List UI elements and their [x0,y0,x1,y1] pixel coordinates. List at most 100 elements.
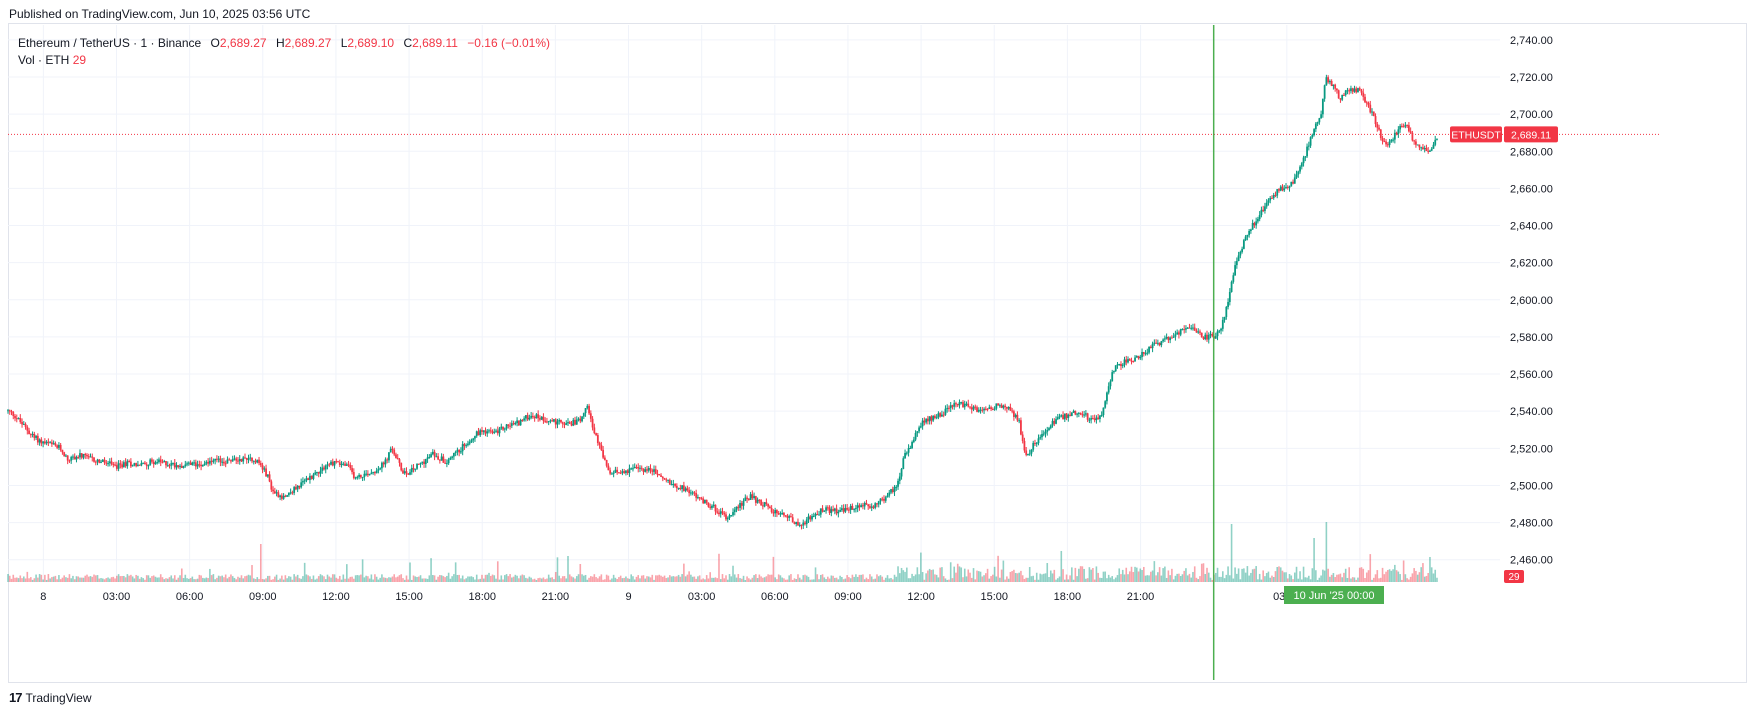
volume-bar [572,577,575,582]
candle-body [774,510,777,514]
candle-body [1121,364,1124,367]
candle-body [984,408,987,410]
candle-body [379,468,382,470]
volume-bar [556,557,559,582]
volume-bar [623,577,625,582]
candle-body [1411,132,1414,141]
volume-bar [130,574,132,582]
candle-body [1004,405,1007,408]
volume-bar [825,579,827,582]
volume-bar [874,578,877,582]
volume-bar [446,575,448,582]
volume-bar [1169,575,1171,582]
volume-bar [70,578,72,582]
volume-bar [323,576,325,582]
candle-body [133,463,136,466]
candle-body [296,485,299,490]
candle-body [1206,334,1208,340]
candle-body [1204,334,1207,340]
volume-bar [21,578,23,582]
volume-bar [999,577,1001,582]
volume-bar [1223,578,1226,582]
candle-body [381,462,383,469]
candle-body [1295,174,1298,178]
footer[interactable]: 17 TradingView [9,690,92,705]
candle-body [1014,414,1017,417]
volume-bar [1192,571,1194,582]
volume-bar [42,579,44,582]
volume-bar [1216,567,1219,582]
volume-bar [66,577,69,582]
volume-bar [574,578,576,582]
volume-bar [407,579,410,582]
volume-bar [630,574,633,582]
volume-bar [377,579,380,582]
volume-bar [1023,578,1026,582]
volume-bar [465,578,467,582]
candle-body [516,420,518,423]
candle-body [623,471,626,474]
low-value: 2,689.10 [347,36,395,50]
brand-name: TradingView [25,690,92,705]
time-tick-label: 03:00 [103,591,131,603]
volume-bar [651,574,654,582]
volume-bar [913,576,915,582]
candle-body [1181,329,1184,331]
candle-body [17,418,20,420]
candle-body [768,506,771,509]
candle-body [72,456,74,458]
volume-bar [1106,578,1108,582]
candle-body [1269,197,1272,201]
volume-bar [665,578,668,582]
candle-body [258,459,260,464]
candle-body [1011,410,1014,412]
volume-bar [554,571,557,582]
candle-body [677,487,680,489]
candle-body [609,470,612,474]
candle-body [1116,364,1119,366]
volume-bar [1218,576,1221,582]
candle-body [658,474,661,476]
volume-bar [1123,574,1126,582]
volume-bar [58,575,60,582]
volume-bar [309,576,311,582]
candle-body [382,462,385,465]
volume-bar [453,574,455,582]
volume-bar [1181,574,1184,582]
volume-bar [1239,579,1242,582]
candle-body [684,488,687,491]
volume-bar [558,575,561,582]
candle-body [823,510,826,512]
volume-bar [955,572,957,582]
candle-body [1225,306,1228,317]
volume-bar [1264,576,1266,582]
volume-bar [863,579,866,582]
volume-bar [1118,568,1121,582]
candle-body [1309,137,1312,146]
candle-body [626,470,629,474]
candle-body [840,508,843,511]
volume-bar [300,578,302,582]
candle-body [923,420,926,423]
volume-bar [442,576,445,582]
volume-bar [17,578,20,582]
volume-bar [1255,566,1257,582]
candle-body [1300,163,1303,167]
volume-bar [744,579,747,582]
volume-bar [516,575,518,582]
candle-body [1418,144,1421,148]
candle-body [1125,359,1128,363]
volume-bar [705,575,708,582]
volume-bar [907,578,910,582]
volume-bar [240,575,243,582]
candle-body [1192,327,1194,329]
candle-body [45,441,48,444]
candle-body [347,464,350,466]
candle-body [544,420,547,422]
candle-body [345,464,348,466]
candle-body [1381,138,1384,142]
volume-bar [935,574,938,582]
candle-body [98,459,101,463]
volume-bar [1044,573,1047,582]
